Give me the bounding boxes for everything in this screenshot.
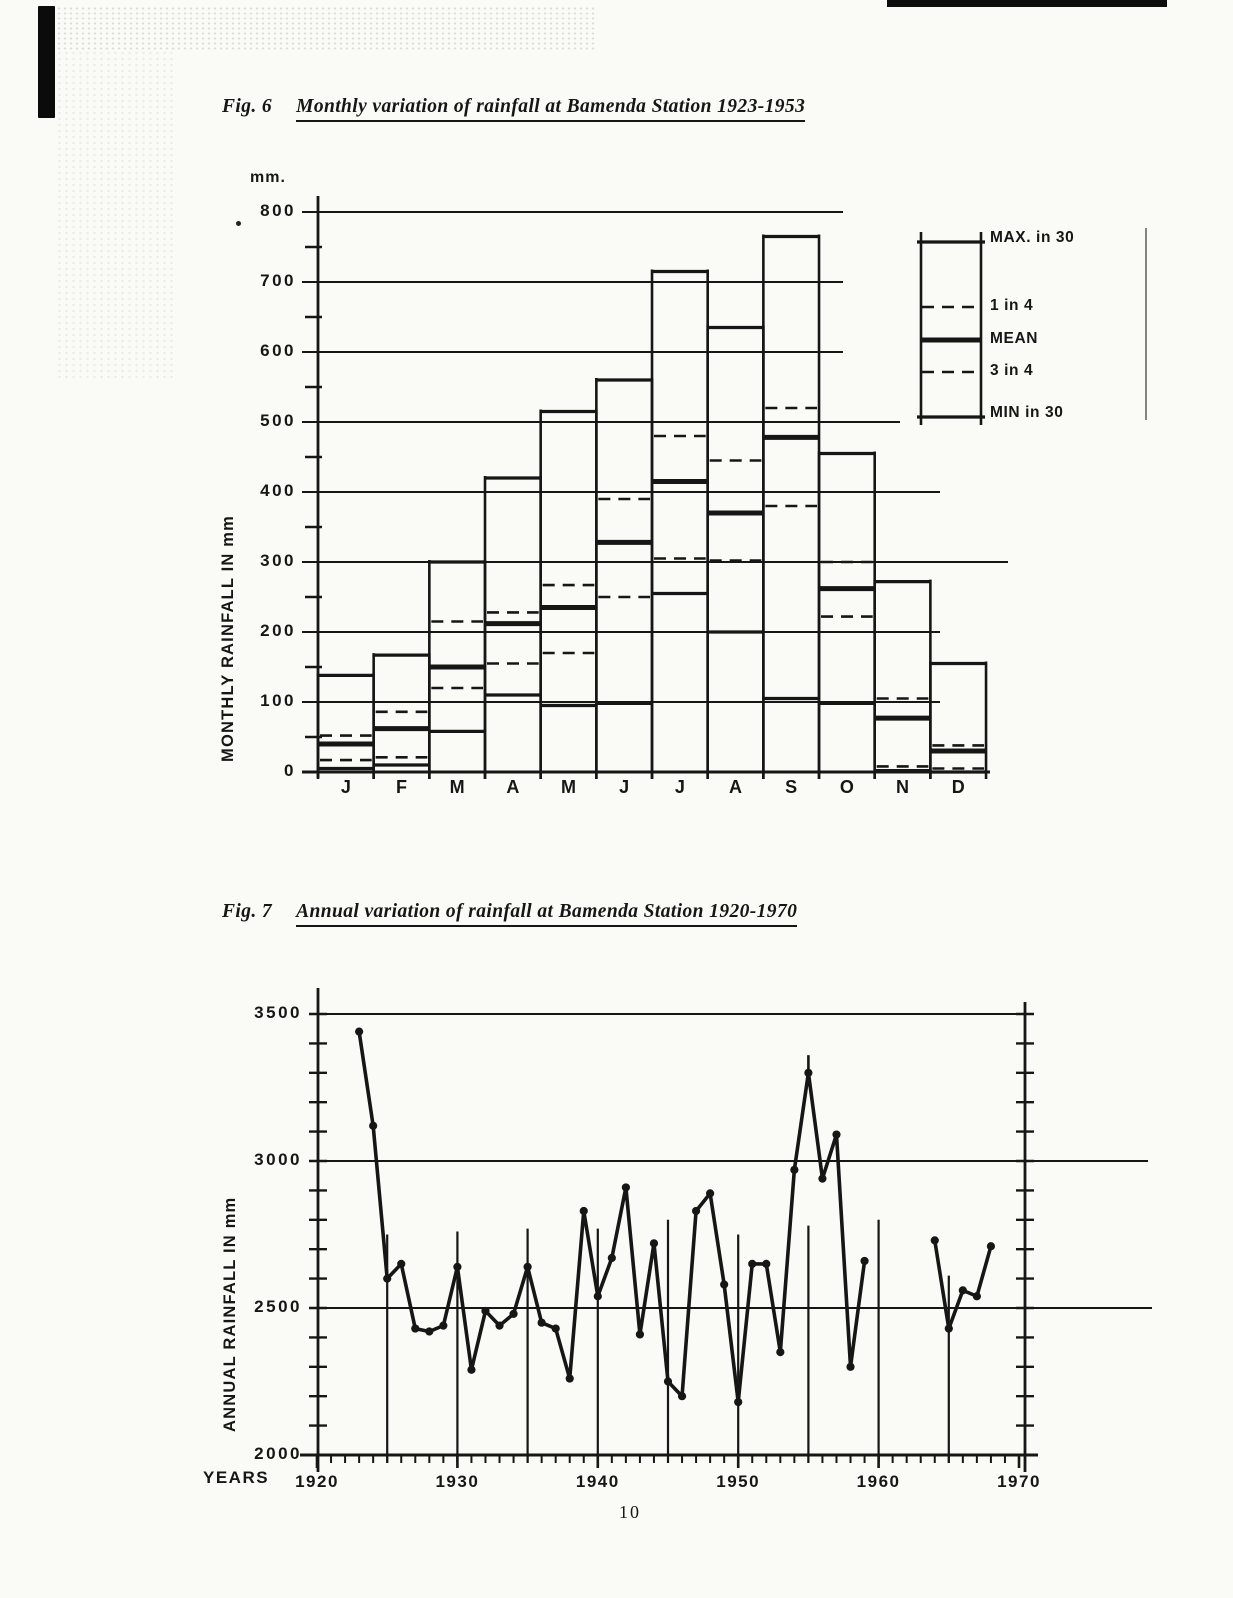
fig7-y-tick-label: 3000	[254, 1150, 302, 1169]
fig6-month-label: D	[951, 777, 965, 797]
scan-noise	[56, 6, 596, 52]
fig6-month-label: N	[896, 777, 910, 797]
fig7-title-text: Annual variation of rainfall at Bamenda …	[296, 901, 798, 927]
fig7-data-point-1965	[944, 1324, 953, 1333]
fig7-data-point-1938	[565, 1374, 574, 1383]
fig6-unit-label: mm.	[250, 169, 286, 186]
fig7-data-point-1936	[537, 1318, 546, 1327]
fig6-month-label: F	[395, 777, 407, 797]
fig7-data-point-1944	[649, 1239, 659, 1248]
fig7-data-point-1956	[818, 1174, 827, 1183]
fig7-data-point-1958	[846, 1362, 855, 1371]
fig7-data-point-1926	[397, 1259, 406, 1268]
fig7-data-point-1951	[748, 1259, 757, 1268]
fig7-data-point-1939	[579, 1206, 588, 1216]
fig6-month-label: O	[839, 777, 854, 797]
fig7-data-point-1940	[593, 1292, 602, 1301]
fig7-label: Fig. 7	[222, 901, 273, 922]
fig6-y-tick-label: 200	[260, 621, 296, 640]
fig6-y-tick-label: 800	[260, 201, 296, 220]
legend-label: MEAN	[990, 330, 1039, 347]
fig7-year-label: 1940	[575, 1472, 620, 1491]
fig7-data-point-1945	[663, 1377, 673, 1386]
fig7-data-point-1952	[762, 1259, 771, 1268]
fig6-y-tick-label: 600	[260, 341, 296, 360]
fig7-data-point-1941	[607, 1253, 616, 1263]
legend-label: 3 in 4	[990, 362, 1034, 379]
fig7-data-point-1946	[677, 1392, 687, 1401]
fig6-month-label: A	[506, 777, 520, 797]
fig7-data-point-1954	[790, 1165, 799, 1174]
fig7-data-point-1964	[930, 1236, 939, 1245]
fig6-y-tick-label: 700	[260, 271, 296, 290]
fig7-data-point-1950	[734, 1397, 743, 1407]
legend-label: MAX. in 30	[990, 229, 1075, 246]
scan-artifact-left-bar	[38, 6, 55, 118]
fig6-y-tick-label: 500	[260, 411, 296, 430]
fig7-year-label: 1950	[716, 1472, 761, 1491]
fig7-data-point-1968	[986, 1242, 996, 1251]
fig7-data-point-1930	[453, 1262, 462, 1271]
fig7-title: Fig. 7 Annual variation of rainfall at Ba…	[222, 901, 798, 927]
fig7-y-tick-label: 3500	[254, 1003, 302, 1022]
fig7-data-point-1942	[621, 1183, 630, 1192]
fig6-month-label: A	[729, 777, 743, 797]
fig7-data-point-1924	[369, 1121, 378, 1130]
fig7-x-axis-title: YEARS	[203, 1468, 270, 1487]
fig6-month-label: M	[561, 777, 576, 797]
fig7-rainfall-line	[932, 1238, 993, 1331]
fig7-data-point-1933	[495, 1321, 504, 1330]
fig6-month-label: J	[674, 777, 685, 797]
fig7-data-point-1953	[776, 1348, 785, 1357]
fig7-data-point-1927	[411, 1324, 420, 1333]
fig6-month-label: J	[340, 777, 351, 797]
fig7-y-tick-label: 2000	[254, 1444, 302, 1463]
fig6-y-tick-label: 400	[260, 481, 296, 500]
fig7-year-label: 1970	[997, 1472, 1041, 1491]
legend-label: 1 in 4	[990, 297, 1034, 314]
fig6-y-tick-label: 100	[260, 691, 296, 710]
fig6-month-label: J	[619, 777, 630, 797]
fig6-month-label: S	[785, 777, 798, 797]
scan-artifact-margin-line	[1145, 228, 1147, 420]
fig7-data-point-1943	[635, 1330, 645, 1339]
scan-noise	[56, 50, 176, 380]
fig7-data-point-1957	[832, 1130, 841, 1139]
fig7-data-point-1928	[425, 1327, 434, 1336]
fig7-data-point-1923	[355, 1027, 364, 1036]
fig6-title: Fig. 6 Monthly variation of rainfall at B…	[222, 96, 806, 122]
fig7-data-point-1931	[467, 1365, 476, 1374]
legend-label: MIN in 30	[990, 404, 1064, 421]
fig7-data-point-1947	[691, 1206, 701, 1216]
fig6-title-text: Monthly variation of rainfall at Bamenda…	[296, 96, 806, 122]
fig7-data-point-1955	[804, 1068, 813, 1077]
fig7-data-point-1937	[551, 1324, 560, 1333]
fig7-data-point-1925	[383, 1274, 392, 1283]
fig7-data-point-1932	[481, 1306, 490, 1316]
fig7-data-point-1967	[972, 1292, 981, 1301]
fig6-label: Fig. 6	[222, 96, 273, 117]
fig7-year-label: 1920	[295, 1472, 339, 1491]
page-number: 10	[619, 1502, 641, 1522]
scan-speck	[236, 221, 241, 226]
fig7-data-point-1959	[860, 1256, 869, 1266]
fig7-rainfall-line	[357, 1029, 867, 1404]
fig7-data-point-1948	[706, 1189, 715, 1198]
fig6-y-tick-label: 0	[284, 761, 296, 780]
fig7-data-point-1935	[523, 1262, 532, 1271]
fig7-data-point-1966	[958, 1286, 967, 1295]
fig7-data-point-1949	[720, 1280, 729, 1289]
fig7-y-tick-label: 2500	[254, 1297, 302, 1316]
fig7-data-point-1929	[439, 1321, 448, 1330]
fig7-year-label: 1960	[856, 1472, 901, 1491]
fig6-month-label: M	[449, 777, 465, 797]
fig7-data-point-1934	[509, 1309, 518, 1318]
scan-artifact-top-bar	[887, 0, 1167, 7]
fig6-y-tick-label: 300	[260, 551, 296, 570]
fig7-year-label: 1930	[435, 1472, 480, 1491]
